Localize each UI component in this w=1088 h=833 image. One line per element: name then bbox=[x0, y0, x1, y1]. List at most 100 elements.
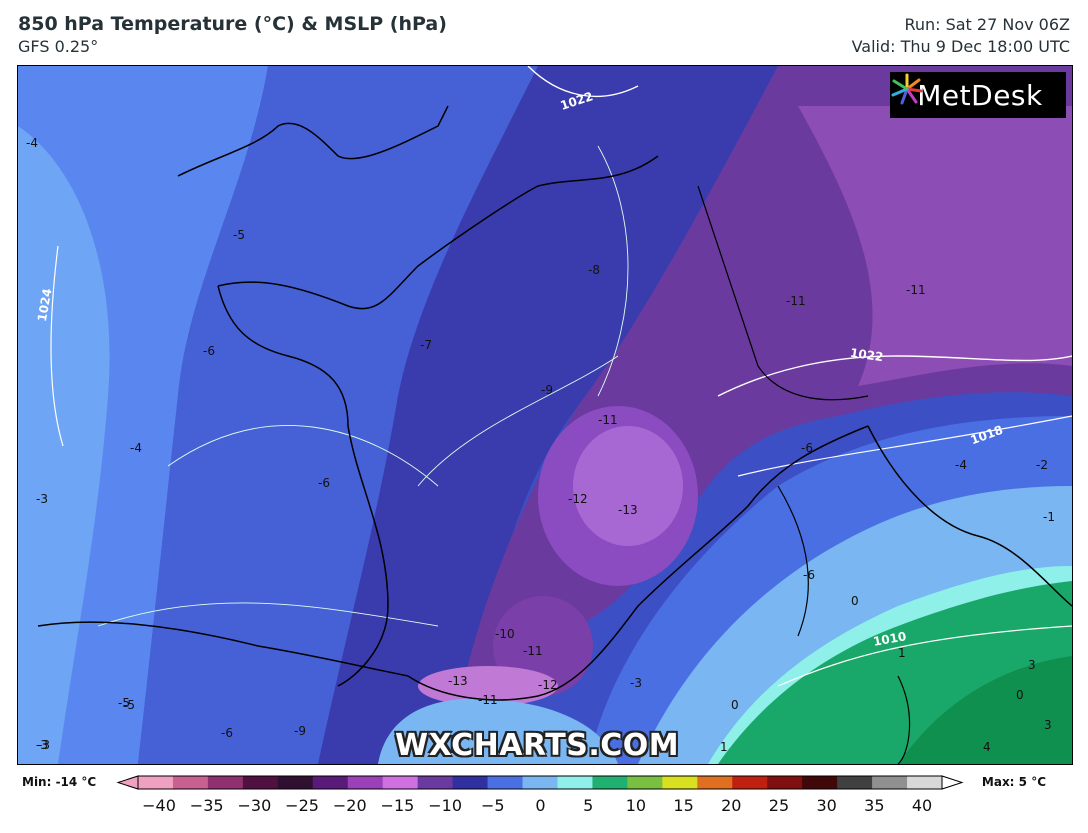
legend-tick-label: −30 bbox=[237, 796, 272, 815]
atlantic-light-zone bbox=[18, 126, 110, 764]
isobar-minor-4 bbox=[597, 145, 629, 397]
isobar-1022-east bbox=[717, 355, 1072, 397]
temp-label: -6 bbox=[221, 726, 233, 740]
legend-swatch bbox=[872, 776, 908, 789]
legend-swatch bbox=[837, 776, 873, 789]
temp-label: 0 bbox=[1016, 688, 1024, 702]
legend-swatch bbox=[417, 776, 454, 789]
legend-tick-label: 15 bbox=[673, 796, 694, 815]
legend-swatch bbox=[172, 776, 209, 789]
border-east-france bbox=[697, 185, 869, 401]
coast-sardinia bbox=[897, 675, 911, 764]
legend-min-label: Min: -14 °C bbox=[22, 775, 97, 789]
temp-label: -4 bbox=[955, 458, 967, 472]
header-left: 850 hPa Temperature (°C) & MSLP (hPa) GF… bbox=[18, 12, 447, 58]
temp-label: 3 bbox=[1028, 658, 1036, 672]
header-right: Run: Sat 27 Nov 06Z Valid: Thu 9 Dec 18:… bbox=[852, 14, 1070, 58]
coast-italy bbox=[867, 425, 1072, 607]
isobar-minor-3 bbox=[97, 602, 439, 627]
temp-label: 4 bbox=[983, 740, 991, 754]
legend-swatch bbox=[242, 776, 279, 789]
model-name: GFS 0.25° bbox=[18, 37, 99, 56]
coast-channel bbox=[217, 155, 659, 310]
legend-tick-label: 40 bbox=[911, 796, 933, 815]
purple-light-zone bbox=[798, 106, 1072, 386]
temp-label: -5 bbox=[123, 698, 135, 712]
legend-swatch bbox=[347, 776, 384, 789]
coast-gulf-lion bbox=[407, 425, 869, 701]
legend-border bbox=[137, 775, 943, 790]
temp-label: 1 bbox=[720, 740, 728, 754]
temp-label: -6 bbox=[801, 441, 813, 455]
temp-label: -9 bbox=[541, 383, 553, 397]
temp-label: 0 bbox=[731, 698, 739, 712]
temp-label: -5 bbox=[118, 696, 130, 710]
map-svg bbox=[18, 66, 1072, 764]
isobar-1022-north bbox=[527, 66, 639, 98]
legend-swatch bbox=[907, 776, 943, 789]
legend-swatch bbox=[767, 776, 803, 789]
isobar-1010 bbox=[777, 625, 1072, 687]
temp-label: -11 bbox=[786, 294, 806, 308]
legend-tick-label: 20 bbox=[721, 796, 742, 815]
legend-swatch bbox=[697, 776, 733, 789]
temp-label: -3 bbox=[36, 492, 48, 506]
temp-label: -6 bbox=[803, 568, 815, 582]
coast-corsica bbox=[777, 485, 809, 637]
temp-label: -10 bbox=[495, 627, 515, 641]
legend-swatch bbox=[382, 776, 419, 789]
legend-swatch bbox=[557, 776, 593, 789]
temp-label: -9 bbox=[294, 724, 306, 738]
temp-label: -11 bbox=[523, 644, 543, 658]
indigo-band bbox=[318, 66, 778, 764]
legend-ticks: −40 −35 −30 −25 −20 −15 −10 −5 0 5 10 15 20 25 30 35 40 bbox=[0, 796, 1088, 820]
legend-swatch bbox=[207, 776, 244, 789]
legend-swatch bbox=[592, 776, 628, 789]
legend-swatch bbox=[522, 776, 558, 789]
temp-label: 1 bbox=[898, 646, 906, 660]
mid-band bbox=[138, 66, 538, 764]
legend-tick-label: −25 bbox=[285, 796, 319, 815]
isobar-1024-west bbox=[50, 245, 64, 447]
legend-swatch bbox=[662, 776, 698, 789]
med-green-dark bbox=[898, 656, 1072, 764]
wxcharts-watermark: WXCHARTS.COM bbox=[395, 728, 680, 763]
temp-label: -6 bbox=[203, 344, 215, 358]
legend-swatch bbox=[732, 776, 768, 789]
temp-label: -4 bbox=[130, 441, 142, 455]
temp-label: -11 bbox=[906, 283, 926, 297]
temp-label: 0 bbox=[851, 594, 859, 608]
metdesk-logo: MetDesk bbox=[890, 72, 1066, 118]
legend-tick-label: −15 bbox=[380, 796, 415, 815]
coast-west-france bbox=[217, 285, 389, 687]
legend-swatch bbox=[627, 776, 663, 789]
legend-arrow-max bbox=[941, 775, 964, 790]
temp-label: -11 bbox=[598, 413, 618, 427]
legend-arrow-min bbox=[116, 775, 139, 790]
legend-max-label: Max: 5 °C bbox=[981, 775, 1046, 789]
legend-tick-label: 25 bbox=[768, 796, 790, 815]
legend-tick-label: 35 bbox=[864, 796, 885, 815]
legend-tick-label: 0 bbox=[535, 796, 546, 815]
temp-label: -4 bbox=[26, 136, 38, 150]
temp-label: -3 bbox=[630, 676, 642, 690]
cold-core-inner bbox=[573, 426, 683, 546]
legend-tick-label: −5 bbox=[481, 796, 505, 815]
temp-label: -13 bbox=[618, 503, 638, 517]
coast-england bbox=[177, 105, 449, 177]
legend-swatch bbox=[312, 776, 349, 789]
legend-tick-label: 10 bbox=[625, 796, 647, 815]
isobar-minor-2 bbox=[167, 425, 439, 487]
isobar-1018 bbox=[737, 415, 1072, 477]
weather-map[interactable]: MetDesk -4 -5 -6 -7 -8 -9 -11 -11 -13 -1… bbox=[17, 65, 1073, 765]
temp-label: -12 bbox=[568, 492, 588, 506]
temp-label: -6 bbox=[318, 476, 330, 490]
temp-label: -1 bbox=[1043, 510, 1055, 524]
legend-tick-label: −35 bbox=[189, 796, 224, 815]
legend-tick-label: 30 bbox=[816, 796, 837, 815]
temp-label: -8 bbox=[588, 263, 600, 277]
temp-label: -3 bbox=[38, 738, 50, 752]
legend-tick-label: −10 bbox=[428, 796, 463, 815]
metdesk-logo-text: MetDesk bbox=[917, 78, 1043, 112]
legend-colorbar bbox=[116, 775, 964, 790]
